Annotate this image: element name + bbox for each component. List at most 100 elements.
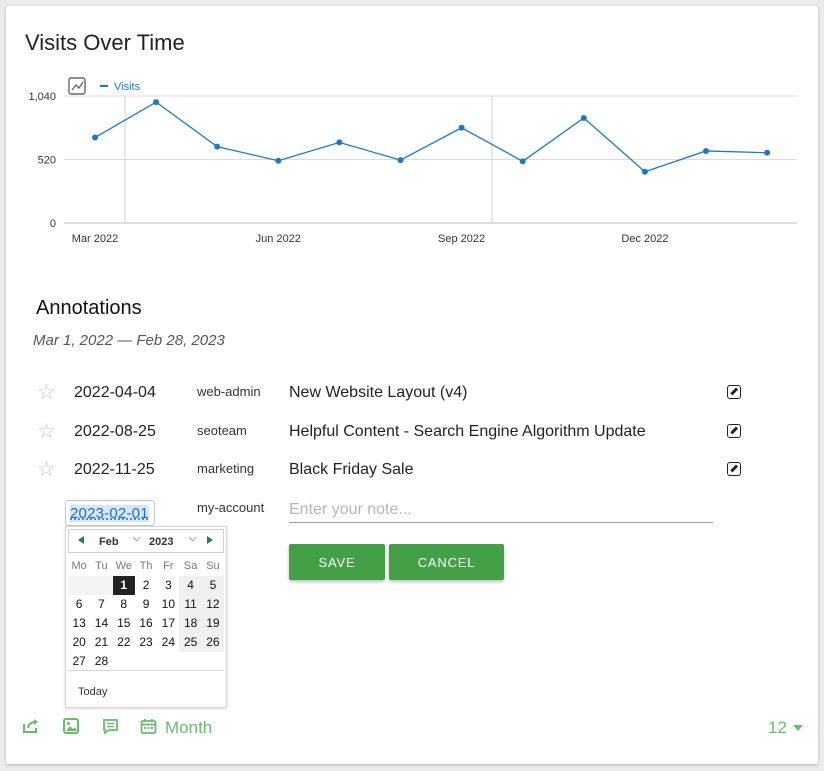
weekday-label: Su [206,560,220,572]
y-tick-label: 1,040 [28,91,56,103]
calendar-day[interactable]: 26 [201,633,225,652]
calendar-day[interactable]: 21 [94,635,109,649]
calendar-day[interactable]: 5 [201,576,225,595]
calendar-day[interactable]: 9 [142,597,150,611]
data-point[interactable] [764,149,771,156]
calendar-day[interactable]: 28 [94,654,109,668]
data-point[interactable] [214,143,221,150]
calendar-day[interactable]: 19 [201,614,225,633]
annotation-date: 2022-11-25 [74,461,155,478]
chart-type-icon[interactable] [68,77,86,95]
image-icon[interactable] [63,718,79,734]
calendar-day[interactable]: 23 [139,635,153,649]
next-month-icon[interactable] [207,536,213,544]
calendar-day[interactable]: 20 [72,635,86,649]
weekday-label: Th [139,560,153,572]
data-point[interactable] [519,158,526,165]
calendar-day[interactable]: 15 [117,616,131,630]
chevron-down-icon[interactable]: ⌵ [133,533,141,544]
weekday-label: Sa [183,560,198,572]
legend-label-visits[interactable]: Visits [114,81,141,93]
calendar-day[interactable]: 25 [179,633,202,652]
data-point[interactable] [153,99,160,106]
calendar-day[interactable]: 8 [120,597,128,611]
comment-icon[interactable] [102,718,119,735]
star-icon[interactable]: ☆ [37,458,56,481]
edit-icon[interactable] [727,462,741,476]
annotation-note: Helpful Content - Search Engine Algorith… [289,423,646,440]
y-tick-label: 520 [38,155,56,167]
previous-month-icon[interactable] [78,536,84,544]
calendar-day[interactable]: 4 [179,576,202,595]
weekday-label: We [115,560,132,572]
calendar-day[interactable]: 17 [161,616,176,630]
annotation-row: ☆ 2022-11-25 marketing Black Friday Sale [0,457,800,487]
calendar-day[interactable]: 7 [98,597,105,611]
annotation-date: 2022-08-25 [74,423,156,440]
weekday-label: Tu [95,560,108,572]
calendar-day[interactable]: 2 [142,578,150,592]
annotation-user: marketing [197,461,255,476]
x-tick-label: Mar 2022 [72,233,118,245]
limit-selector[interactable]: 12 [768,718,787,737]
divider [68,670,224,671]
data-point[interactable] [92,134,98,141]
y-tick-label: 0 [50,218,56,230]
weekday-label: Fr [163,560,174,572]
calendar-day[interactable]: 27 [72,654,86,668]
cancel-button[interactable]: CANCEL [389,544,504,580]
note-input[interactable] [289,498,713,523]
widget-title: Visits Over Time [25,30,185,55]
calendar-grid: Mo Tu We Th Fr Sa Su 1 2 3 4 5 6 7 8 9 10 11 12 13 14… [68,557,226,671]
calendar-day[interactable]: 10 [161,597,176,611]
calendar-day[interactable]: 22 [117,635,131,649]
calendar-day[interactable]: 12 [201,595,225,614]
calendar-empty-cell [90,576,113,595]
date-value: 2023-02-01 [70,505,149,522]
star-icon[interactable]: ☆ [37,420,56,443]
today-button[interactable]: Today [78,686,108,698]
month-select[interactable]: Feb [99,536,119,548]
new-annotation-user: my-account [197,500,265,515]
export-icon[interactable] [22,718,40,734]
data-point[interactable] [275,157,282,164]
calendar-day[interactable]: 13 [72,616,86,630]
calendar-day[interactable]: 6 [75,597,83,611]
new-annotation-date-field[interactable]: 2023-02-01 [65,500,155,526]
calendar-day[interactable]: 18 [179,614,202,633]
edit-icon[interactable] [727,424,741,438]
calendar-icon[interactable] [140,718,157,735]
calendar-day[interactable]: 11 [179,595,202,614]
weekday-label: Mo [71,560,87,572]
date-picker-header: Feb ⌵ 2023 ⌵ [68,529,224,553]
series-line-visits [94,101,768,173]
annotations-heading: Annotations [36,297,142,319]
calendar-day[interactable]: 14 [94,616,109,630]
annotation-user: seoteam [197,423,247,438]
calendar-day[interactable]: 24 [161,635,176,649]
edit-icon[interactable] [727,385,741,399]
data-point[interactable] [641,168,648,175]
calendar-day[interactable]: 16 [139,616,153,630]
annotation-note: Black Friday Sale [289,461,414,478]
annotation-note: New Website Layout (v4) [289,384,468,401]
x-tick-label: Dec 2022 [621,233,668,245]
data-point[interactable] [458,124,465,131]
data-point[interactable] [397,157,404,164]
data-point[interactable] [336,139,343,146]
star-icon[interactable]: ☆ [37,381,56,404]
calendar-day[interactable]: 3 [164,578,172,592]
chevron-down-icon[interactable] [793,725,803,731]
calendar-day-selected[interactable]: 1 [112,576,135,595]
data-point[interactable] [580,114,587,121]
chevron-down-icon[interactable]: ⌵ [189,533,197,544]
save-button[interactable]: SAVE [289,544,385,580]
data-point[interactable] [703,147,709,154]
annotation-date: 2022-04-04 [74,384,156,401]
x-tick-label: Sep 2022 [438,233,485,245]
annotation-row: ☆ 2022-04-04 web-admin New Website Layou… [0,380,800,410]
annotation-user: web-admin [197,384,261,399]
year-select[interactable]: 2023 [149,536,174,548]
period-selector[interactable]: Month [165,718,213,737]
